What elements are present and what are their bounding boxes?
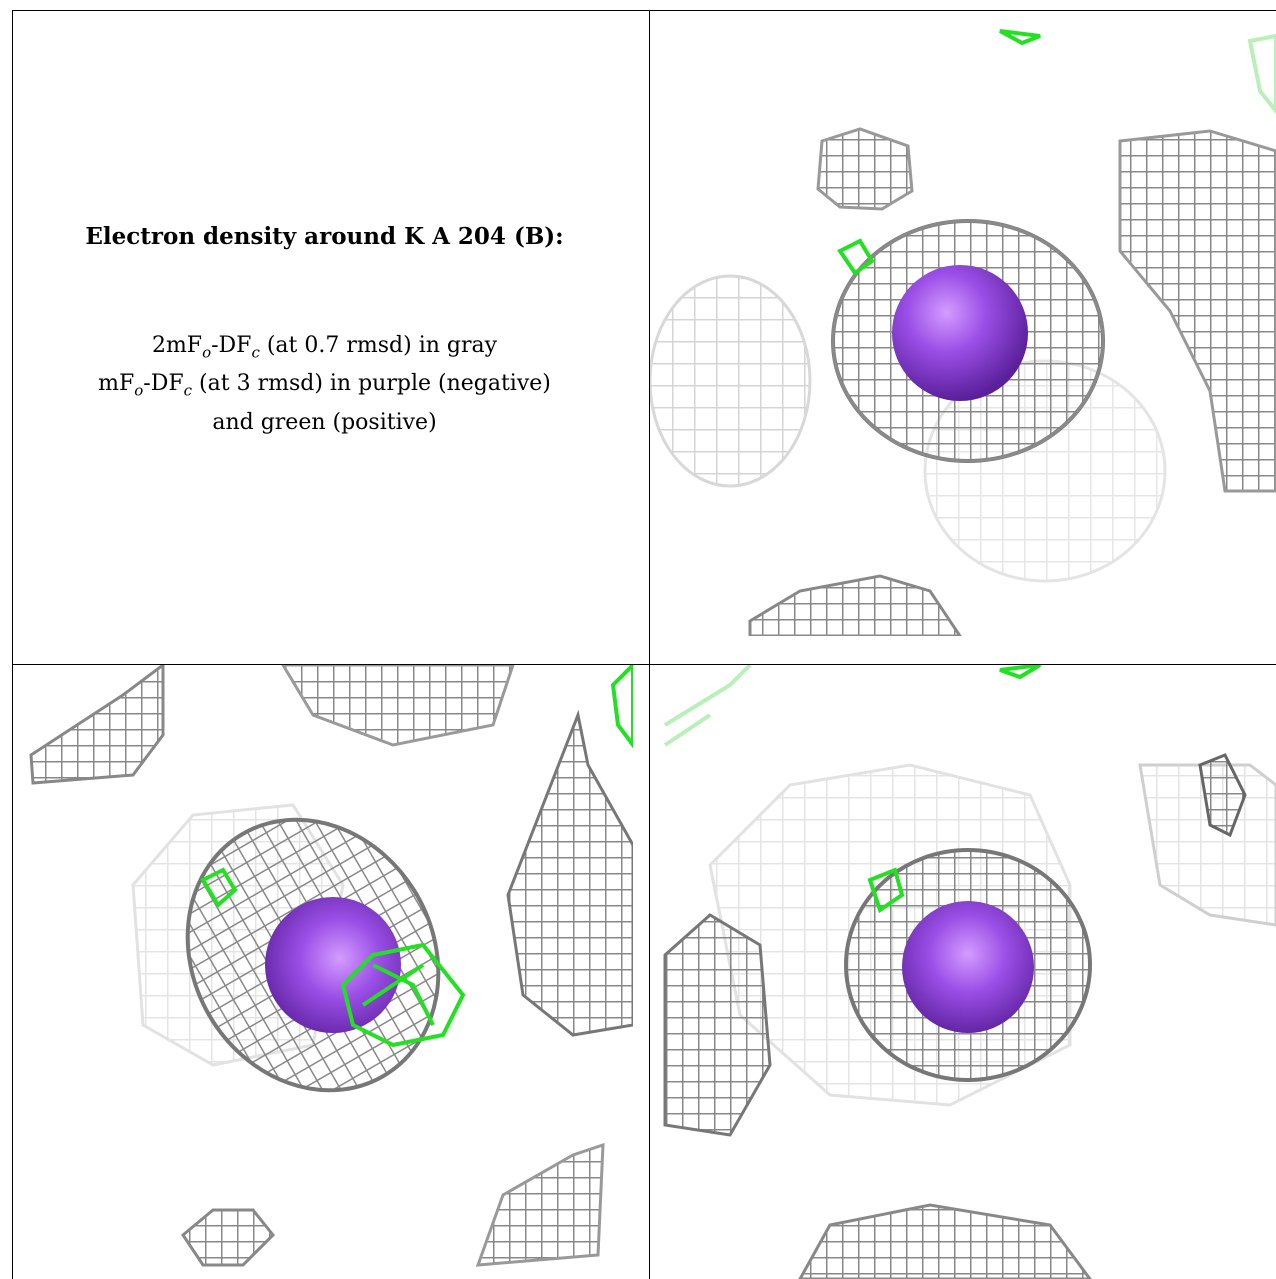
- density-panel-bottom-right: [650, 665, 1276, 1279]
- mesh-right-teardrop: [506, 709, 633, 1037]
- potassium-atom: [902, 901, 1034, 1033]
- mesh-bottom-small-blob: [181, 1208, 276, 1267]
- caption-line-1: 2mFo-DFc (at 0.7 rmsd) in gray: [151, 333, 498, 362]
- caption-title: Electron density around K A 204 (B):: [85, 223, 564, 250]
- potassium-atom: [265, 897, 401, 1033]
- mesh-top-center-blob: [281, 665, 515, 747]
- mesh-top-left-blob: [29, 665, 165, 785]
- atom-cage-front: [831, 219, 1105, 463]
- caption-line-2: mFo-DFc (at 3 rmsd) in purple (negative): [98, 371, 551, 400]
- mesh-right-column: [1118, 129, 1276, 493]
- positive-density-markers: [837, 29, 1276, 276]
- positive-density-markers: [200, 665, 633, 1048]
- mesh-bottom-right-blob: [475, 1142, 605, 1267]
- caption-line-3: and green (positive): [212, 409, 437, 435]
- top-border: [12, 10, 1276, 11]
- density-view-1: [650, 29, 1276, 636]
- mesh-left-blob: [663, 913, 772, 1137]
- density-view-3: [663, 665, 1276, 1279]
- mesh-top-small-blob: [816, 127, 914, 211]
- density-panel-bottom-left: [13, 665, 633, 1279]
- caption-cell: Electron density around K A 204 (B): 2mF…: [12, 10, 637, 660]
- density-panel-top-right: [650, 11, 1276, 636]
- potassium-atom: [892, 265, 1028, 401]
- density-view-2: [29, 665, 633, 1267]
- middle-border: [12, 664, 1276, 665]
- mesh-left-blob: [650, 274, 812, 488]
- center-border: [649, 10, 650, 1279]
- mesh-right-blob: [1138, 753, 1276, 927]
- caption-description: 2mFo-DFc (at 0.7 rmsd) in gray mFo-DFc (…: [12, 330, 637, 438]
- positive-density-markers: [663, 665, 1042, 914]
- mesh-bottom-blob: [798, 1203, 1092, 1279]
- mesh-bottom-blob: [748, 574, 962, 636]
- left-border: [12, 10, 13, 1279]
